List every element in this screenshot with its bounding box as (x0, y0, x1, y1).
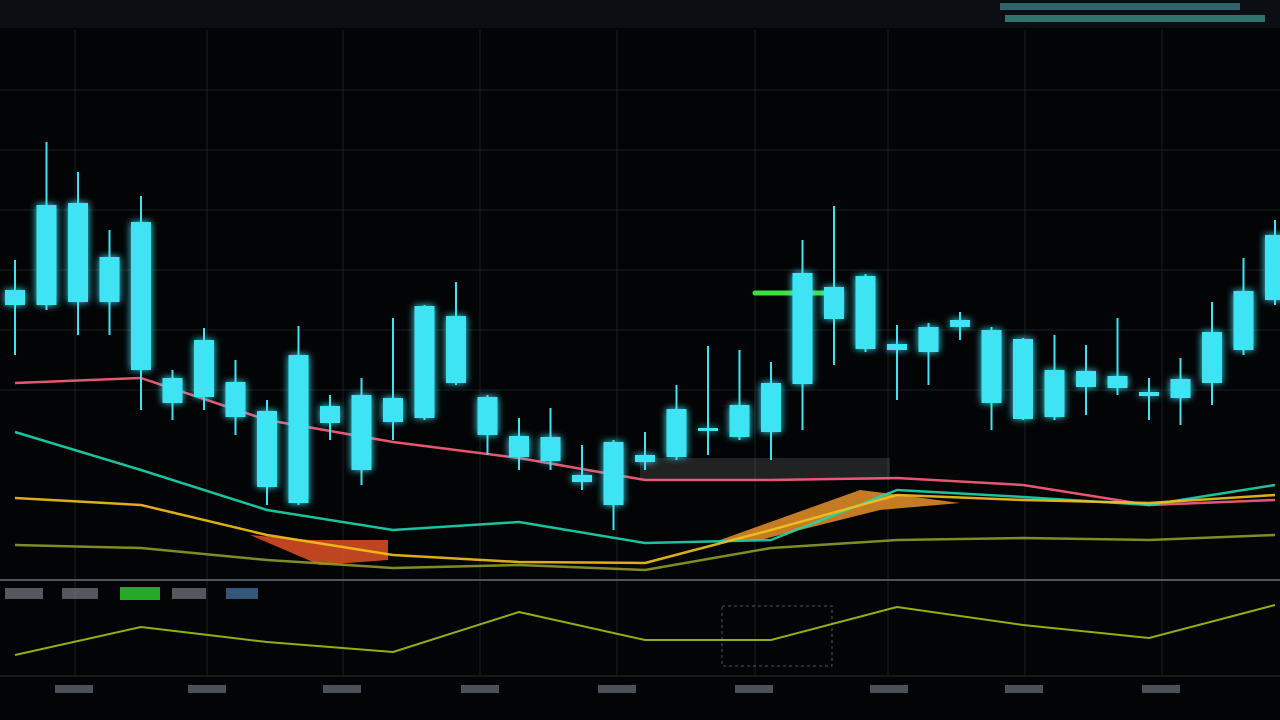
header-info (1000, 3, 1240, 10)
candle-body (666, 409, 687, 457)
x-tick-label (188, 685, 226, 693)
x-tick-label (735, 685, 773, 693)
indicator-line (14, 533, 1276, 572)
selection-box (640, 458, 890, 480)
candle-body (1076, 371, 1096, 387)
candle-body (68, 203, 88, 302)
x-axis (55, 685, 1180, 693)
indicator-label[interactable] (172, 588, 206, 599)
candle-body (792, 273, 813, 384)
candle-body (603, 442, 624, 505)
candle-body (918, 327, 939, 352)
candle-body (36, 205, 57, 305)
candle-body (855, 276, 876, 349)
candle-body (824, 287, 844, 319)
indicator-label[interactable] (120, 587, 160, 600)
x-tick-label (1142, 685, 1180, 693)
selection-box (721, 605, 833, 667)
candle-body (288, 355, 309, 503)
candle-body (320, 406, 340, 423)
candle-body (131, 222, 151, 370)
candle-body (351, 395, 372, 470)
candle-body (1202, 332, 1222, 383)
candle-body (5, 290, 25, 305)
highlight-area (250, 535, 388, 565)
candle-body (257, 411, 277, 487)
indicator-line (14, 430, 1276, 545)
candle-body (698, 428, 718, 431)
candle-body (162, 378, 183, 403)
candle-body (1233, 291, 1254, 350)
candle-body (540, 437, 561, 461)
candle-body (1044, 370, 1065, 417)
candle-body (729, 405, 750, 437)
candle-body (635, 455, 655, 462)
candle-body (981, 330, 1002, 403)
candle-body (225, 382, 246, 417)
candle-body (414, 306, 435, 418)
candle-body (383, 398, 403, 422)
candle-body (194, 340, 214, 397)
candle-body (1139, 392, 1159, 396)
grid (0, 30, 1280, 675)
candle-body (572, 475, 592, 482)
x-tick-label (1005, 685, 1043, 693)
candle-body (477, 397, 498, 435)
indicator-line (14, 493, 1276, 565)
candle-body (761, 383, 781, 432)
x-tick-label (598, 685, 636, 693)
candle-body (446, 316, 466, 383)
candle-body (509, 436, 529, 457)
candle-body (1170, 379, 1191, 398)
candle-body (99, 257, 120, 302)
candle-body (887, 344, 907, 350)
x-tick-label (55, 685, 93, 693)
x-tick-label (323, 685, 361, 693)
candle-body (1265, 235, 1280, 300)
x-tick-label (870, 685, 908, 693)
indicator-label[interactable] (62, 588, 98, 599)
candle-body (1013, 339, 1033, 419)
indicator-line (14, 376, 1276, 507)
candle-body (1107, 376, 1128, 388)
indicator-label[interactable] (226, 588, 258, 599)
candle-body (950, 320, 970, 327)
header-info (1005, 15, 1265, 22)
indicator-line (14, 604, 1276, 656)
plot (5, 142, 1280, 656)
indicator-label[interactable] (5, 588, 43, 599)
x-tick-label (461, 685, 499, 693)
